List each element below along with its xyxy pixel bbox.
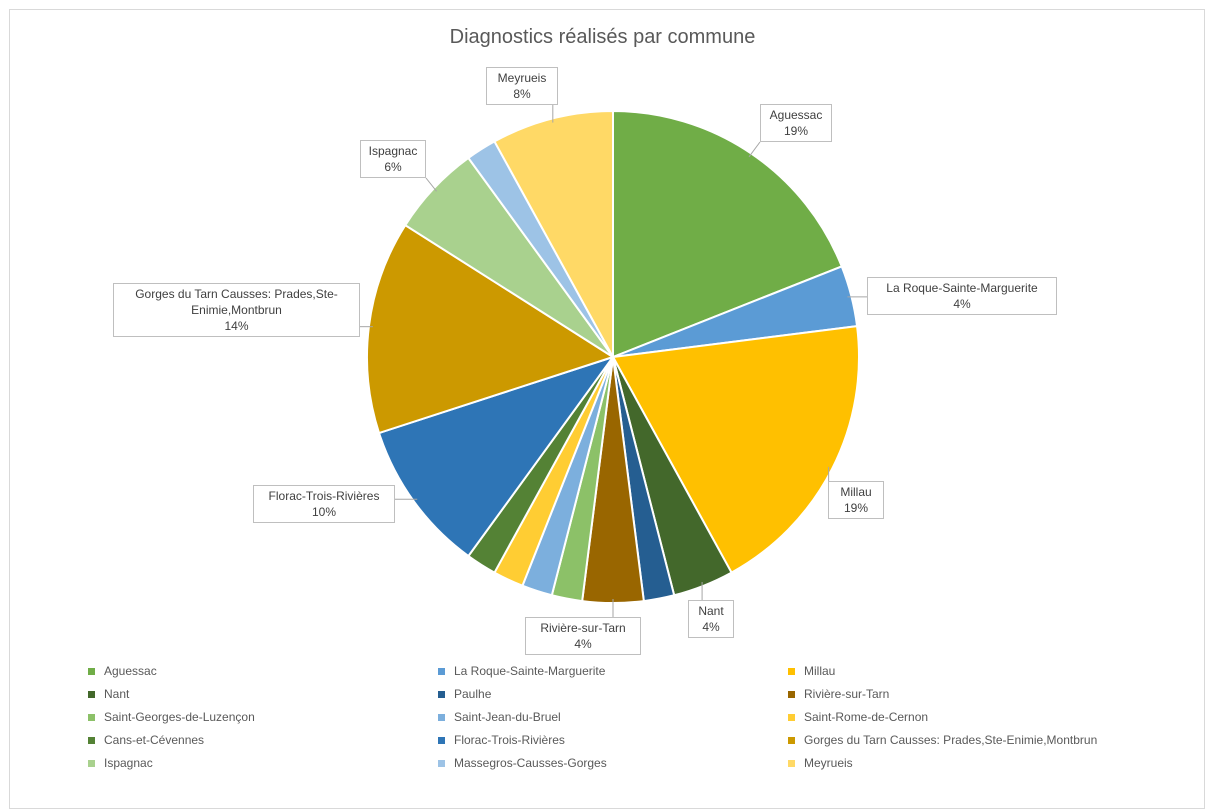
data-label-6: Gorges du Tarn Causses: Prades,Ste- Enimi…	[113, 283, 360, 337]
legend-swatch	[88, 667, 95, 675]
legend-label: Cans-et-Cévennes	[104, 733, 205, 747]
legend-label: Ispagnac	[104, 756, 153, 770]
legend-swatch	[788, 759, 795, 767]
legend-swatch	[88, 736, 95, 744]
legend-label: Massegros-Causses-Gorges	[454, 756, 607, 770]
legend-item-4: Paulhe	[438, 687, 491, 701]
legend-item-1: La Roque-Sainte-Marguerite	[438, 664, 605, 678]
data-label-8: Meyrueis 8%	[486, 67, 558, 105]
legend-label: Florac-Trois-Rivières	[454, 733, 565, 747]
data-label-2: Millau 19%	[828, 481, 884, 519]
data-label-line: Meyrueis	[497, 71, 547, 85]
legend-label: Nant	[104, 687, 130, 701]
pie-slice-2	[611, 325, 860, 574]
legend-item-0: Aguessac	[88, 664, 157, 678]
legend-swatch	[788, 736, 795, 744]
legend-swatch	[788, 690, 795, 698]
legend-label: Meyrueis	[804, 756, 853, 770]
legend-swatch	[88, 690, 95, 698]
data-label-line: Aguessac	[769, 108, 823, 122]
legend-item-9: Cans-et-Cévennes	[88, 733, 204, 747]
data-label-line: 6%	[384, 160, 402, 174]
legend-item-3: Nant	[88, 687, 129, 701]
legend-label: Millau	[804, 664, 836, 678]
legend-label: La Roque-Sainte-Marguerite	[454, 664, 606, 678]
legend-item-14: Meyrueis	[788, 756, 853, 770]
legend-label: Saint-Georges-de-Luzençon	[104, 710, 255, 724]
data-label-line: Gorges du Tarn Causses: Prades,Ste-	[135, 287, 338, 301]
legend-label: Saint-Rome-de-Cernon	[804, 710, 929, 724]
legend-item-13: Massegros-Causses-Gorges	[438, 756, 607, 770]
data-label-line: Enimie,Montbrun	[191, 303, 282, 317]
data-label-line: 8%	[513, 87, 531, 101]
data-label-line: 14%	[224, 319, 249, 333]
legend-item-5: Rivière-sur-Tarn	[788, 687, 889, 701]
leader-line-7	[425, 177, 437, 192]
data-label-line: 19%	[843, 501, 869, 515]
data-label-5: Florac-Trois-Rivières 10%	[253, 485, 395, 523]
legend-swatch	[438, 759, 445, 767]
legend-item-6: Saint-Georges-de-Luzençon	[88, 710, 255, 724]
legend-item-8: Saint-Rome-de-Cernon	[788, 710, 928, 724]
legend-swatch	[788, 713, 795, 721]
data-label-line: 4%	[953, 297, 971, 311]
legend-swatch	[88, 713, 95, 721]
data-label-line: 10%	[311, 505, 337, 519]
data-label-line: 19%	[783, 124, 809, 138]
legend-swatch	[438, 667, 445, 675]
data-label-0: Aguessac 19%	[760, 104, 832, 142]
legend-label: Rivière-sur-Tarn	[804, 687, 890, 701]
legend-label: Paulhe	[454, 687, 492, 701]
legend-item-12: Ispagnac	[88, 756, 153, 770]
legend-item-7: Saint-Jean-du-Bruel	[438, 710, 561, 724]
chart-title: Diagnostics réalisés par commune	[449, 26, 756, 48]
data-label-line: Nant	[698, 604, 724, 618]
data-label-line: La Roque-Sainte-Marguerite	[886, 281, 1038, 295]
data-label-line: 4%	[702, 620, 720, 634]
legend-swatch	[438, 736, 445, 744]
data-label-line: Ispagnac	[368, 144, 418, 158]
data-label-1: La Roque-Sainte-Marguerite 4%	[867, 277, 1057, 315]
legend-item-11: Gorges du Tarn Causses: Prades,Ste-Enimi…	[788, 733, 1097, 747]
data-label-4: Rivière-sur-Tarn 4%	[525, 617, 641, 655]
legend-item-2: Millau	[788, 664, 835, 678]
legend-label: Aguessac	[104, 664, 157, 678]
data-label-line: Millau	[840, 485, 872, 499]
legend-label: Saint-Jean-du-Bruel	[454, 710, 561, 724]
leader-line-0	[748, 141, 761, 158]
data-label-3: Nant 4%	[688, 600, 734, 638]
pie-slice-14	[493, 109, 614, 358]
legend-item-10: Florac-Trois-Rivières	[438, 733, 565, 747]
legend-label: Gorges du Tarn Causses: Prades,Ste-Enimi…	[804, 733, 1098, 747]
legend-swatch	[788, 667, 795, 675]
data-label-line: Florac-Trois-Rivières	[268, 489, 380, 503]
data-label-line: 4%	[574, 637, 592, 651]
data-label-line: Rivière-sur-Tarn	[540, 621, 626, 635]
data-label-7: Ispagnac 6%	[360, 140, 426, 178]
legend-swatch	[438, 690, 445, 698]
legend-swatch	[438, 713, 445, 721]
pie-slice-10	[377, 355, 616, 558]
legend-swatch	[88, 759, 95, 767]
